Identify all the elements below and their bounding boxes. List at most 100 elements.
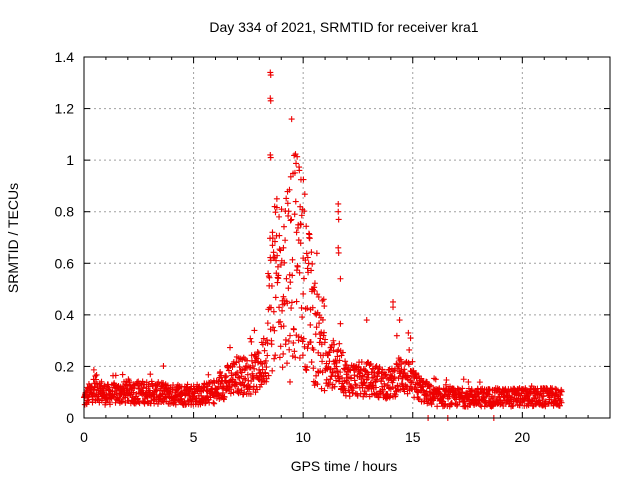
data-point	[327, 366, 334, 373]
data-point	[335, 208, 342, 215]
data-point	[248, 338, 255, 345]
data-point	[247, 391, 254, 398]
data-point	[273, 195, 280, 202]
data-point	[389, 384, 396, 391]
data-point	[277, 247, 284, 254]
y-tick-label: 1.4	[55, 49, 75, 65]
data-point	[427, 382, 434, 389]
data-point	[242, 376, 249, 383]
data-point	[249, 362, 256, 369]
data-point	[277, 343, 284, 350]
data-point	[260, 373, 267, 380]
data-point	[287, 217, 294, 224]
data-point	[89, 399, 96, 406]
data-point	[283, 195, 290, 202]
data-point	[282, 336, 289, 343]
data-point	[294, 263, 301, 270]
data-point	[119, 371, 126, 378]
data-point	[298, 304, 305, 311]
data-point	[428, 401, 435, 408]
data-point	[195, 384, 202, 391]
data-point	[361, 388, 368, 395]
data-point	[297, 221, 304, 228]
data-point	[267, 154, 274, 161]
data-point	[227, 344, 234, 351]
data-point	[363, 317, 370, 324]
data-point	[98, 378, 105, 385]
data-point	[409, 358, 416, 365]
data-point	[228, 386, 235, 393]
data-point	[336, 357, 343, 364]
data-point	[360, 373, 367, 380]
data-point	[319, 316, 326, 323]
data-point	[287, 332, 294, 339]
data-point	[368, 369, 375, 376]
data-point	[339, 374, 346, 381]
data-point	[204, 383, 211, 390]
y-tick-label: 0.8	[55, 204, 75, 220]
data-point	[371, 371, 378, 378]
data-point	[308, 359, 315, 366]
data-point	[372, 378, 379, 384]
data-point	[296, 269, 303, 276]
y-tick-label: 0	[66, 410, 74, 426]
data-point	[300, 255, 307, 262]
x-axis-label: GPS time / hours	[291, 458, 398, 474]
x-tick-label: 5	[190, 429, 198, 445]
data-point	[267, 97, 274, 104]
data-point	[301, 191, 308, 198]
data-point	[330, 337, 337, 344]
data-point	[272, 352, 279, 359]
data-point	[558, 388, 565, 395]
data-point	[276, 304, 283, 311]
data-point	[270, 249, 277, 256]
data-point	[304, 305, 311, 312]
data-point	[263, 375, 270, 382]
data-point	[432, 376, 439, 383]
data-point	[154, 400, 161, 407]
data-point	[160, 399, 167, 406]
x-tick-label: 15	[405, 429, 421, 445]
data-point	[264, 340, 271, 347]
y-tick-label: 0.6	[55, 255, 75, 271]
data-point	[286, 186, 293, 193]
data-point	[313, 324, 320, 331]
data-point	[321, 303, 328, 310]
data-point	[254, 349, 261, 356]
data-point	[387, 371, 394, 378]
y-tick-label: 1	[66, 152, 74, 168]
data-point	[319, 297, 326, 304]
data-point	[276, 246, 283, 253]
data-point	[396, 317, 403, 324]
data-point	[314, 381, 321, 388]
data-point	[318, 341, 325, 348]
data-point	[251, 327, 258, 334]
data-point	[279, 364, 286, 371]
data-point	[289, 256, 296, 263]
data-point	[391, 367, 398, 374]
data-point	[230, 389, 237, 396]
data-point	[147, 387, 154, 394]
data-point	[288, 305, 295, 312]
data-point	[292, 354, 299, 361]
data-point	[261, 347, 268, 354]
data-point	[334, 353, 341, 360]
data-point	[287, 173, 294, 180]
data-points	[81, 69, 565, 421]
data-point	[540, 393, 547, 400]
data-point	[361, 379, 368, 386]
data-point	[413, 370, 420, 377]
data-point	[283, 275, 290, 282]
data-point	[255, 350, 262, 357]
data-point	[303, 250, 310, 257]
data-point	[240, 375, 247, 382]
data-point	[136, 400, 143, 407]
data-point	[147, 371, 154, 378]
data-point	[91, 384, 98, 391]
data-point	[178, 396, 185, 403]
data-point	[338, 352, 345, 359]
data-point	[274, 252, 281, 259]
x-tick-label: 20	[515, 429, 531, 445]
data-point	[279, 307, 286, 314]
data-point	[269, 229, 276, 236]
